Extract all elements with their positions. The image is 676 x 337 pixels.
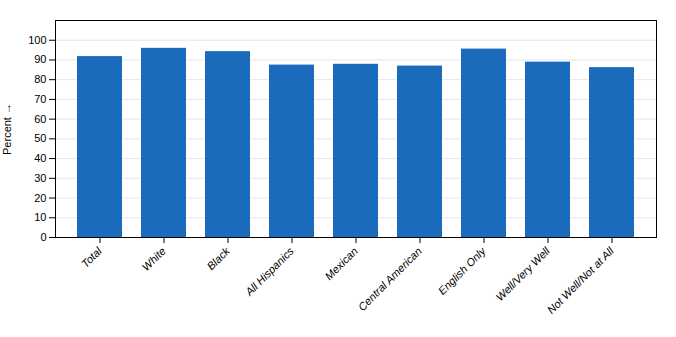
svg-text:20: 20 <box>34 192 46 204</box>
svg-text:70: 70 <box>34 93 46 105</box>
svg-text:40: 40 <box>34 152 46 164</box>
svg-text:30: 30 <box>34 172 46 184</box>
svg-text:Central American: Central American <box>356 245 424 313</box>
svg-text:Percent →: Percent → <box>1 103 13 155</box>
svg-text:Well/Very Well: Well/Very Well <box>493 244 552 303</box>
svg-text:Black: Black <box>204 244 232 272</box>
svg-text:100: 100 <box>28 34 46 46</box>
svg-text:60: 60 <box>34 113 46 125</box>
svg-text:White: White <box>140 245 168 273</box>
svg-text:All Hispanics: All Hispanics <box>242 244 296 298</box>
svg-text:Total: Total <box>79 244 104 269</box>
svg-text:0: 0 <box>40 231 46 243</box>
svg-text:80: 80 <box>34 73 46 85</box>
svg-text:Not Well/Not at All: Not Well/Not at All <box>545 244 617 316</box>
svg-text:90: 90 <box>34 53 46 65</box>
svg-text:English Only: English Only <box>436 244 489 297</box>
svg-text:10: 10 <box>34 211 46 223</box>
svg-text:50: 50 <box>34 132 46 144</box>
svg-text:Mexican: Mexican <box>322 245 359 282</box>
